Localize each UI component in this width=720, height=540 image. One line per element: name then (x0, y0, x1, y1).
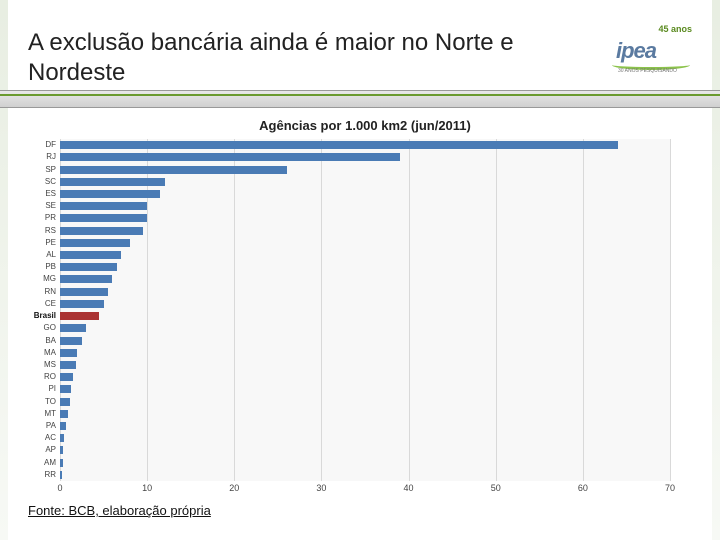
y-category-label: PA (26, 422, 56, 430)
x-tick-label: 20 (229, 483, 239, 493)
chart-plot: DFRJSPSCESSEPRRSPEALPBMGRNCEBrasilGOBAMA… (60, 139, 670, 481)
y-category-label: DF (26, 141, 56, 149)
y-category-label: TO (26, 398, 56, 406)
x-tick-label: 40 (404, 483, 414, 493)
bar (60, 312, 99, 320)
y-category-label: Brasil (26, 312, 56, 320)
gridline (670, 139, 671, 481)
bar (60, 288, 108, 296)
x-tick-label: 50 (491, 483, 501, 493)
y-category-label: AP (26, 446, 56, 454)
x-tick-label: 60 (578, 483, 588, 493)
bar (60, 166, 287, 174)
y-category-label: PI (26, 385, 56, 393)
y-category-label: SP (26, 166, 56, 174)
bar (60, 239, 130, 247)
bar (60, 251, 121, 259)
y-category-label: CE (26, 300, 56, 308)
bar (60, 422, 66, 430)
bar (60, 214, 147, 222)
bar (60, 459, 63, 467)
bar (60, 410, 68, 418)
logo-tagline: 30 ANOS PESQUISANDO (618, 68, 677, 74)
y-category-label: PE (26, 239, 56, 247)
slide-title: A exclusão bancária ainda é maior no Nor… (28, 28, 588, 88)
header-band (0, 90, 720, 108)
bar (60, 471, 62, 479)
y-category-label: BA (26, 337, 56, 345)
frame-decoration-left (0, 0, 8, 540)
bar (60, 227, 143, 235)
y-category-label: RJ (26, 153, 56, 161)
bar (60, 337, 82, 345)
y-category-label: AC (26, 434, 56, 442)
bar (60, 373, 73, 381)
y-category-label: ES (26, 190, 56, 198)
y-category-label: GO (26, 324, 56, 332)
logo-badge: 45 anos (658, 24, 692, 34)
frame-decoration-right (712, 0, 720, 540)
y-category-label: RS (26, 227, 56, 235)
bar (60, 263, 117, 271)
chart-title: Agências por 1.000 km2 (jun/2011) (60, 118, 670, 133)
bar (60, 153, 400, 161)
bar (60, 202, 147, 210)
y-category-label: MS (26, 361, 56, 369)
y-category-label: SE (26, 202, 56, 210)
bar (60, 141, 618, 149)
bar (60, 300, 104, 308)
y-category-label: MT (26, 410, 56, 418)
bars-group (60, 139, 670, 481)
bar (60, 446, 63, 454)
y-category-label: SC (26, 178, 56, 186)
x-tick-label: 0 (57, 483, 62, 493)
x-tick-label: 70 (665, 483, 675, 493)
x-tick-label: 10 (142, 483, 152, 493)
ipea-logo: 45 anos ipea 30 ANOS PESQUISANDO (612, 24, 692, 78)
x-tick-label: 30 (316, 483, 326, 493)
bar (60, 385, 71, 393)
y-category-label: RO (26, 373, 56, 381)
bar (60, 275, 112, 283)
chart-container: Agências por 1.000 km2 (jun/2011) DFRJSP… (60, 118, 670, 498)
source-note: Fonte: BCB, elaboração própria (28, 503, 211, 518)
y-axis-labels: DF RJ SP SC ES SE PR RS PE AL PB MG RN CE Brasil GO BA MA… (26, 139, 56, 481)
bar (60, 190, 160, 198)
bar (60, 349, 77, 357)
y-category-label: AL (26, 251, 56, 259)
bar (60, 178, 165, 186)
y-category-label: RR (26, 471, 56, 479)
bar (60, 398, 70, 406)
y-category-label: PB (26, 263, 56, 271)
y-category-label: RN (26, 288, 56, 296)
y-category-label: AM (26, 459, 56, 467)
y-category-label: MA (26, 349, 56, 357)
bar (60, 361, 76, 369)
bar (60, 434, 64, 442)
y-category-label: PR (26, 214, 56, 222)
x-axis: 010203040506070 (60, 481, 670, 501)
y-category-label: MG (26, 275, 56, 283)
bar (60, 324, 86, 332)
